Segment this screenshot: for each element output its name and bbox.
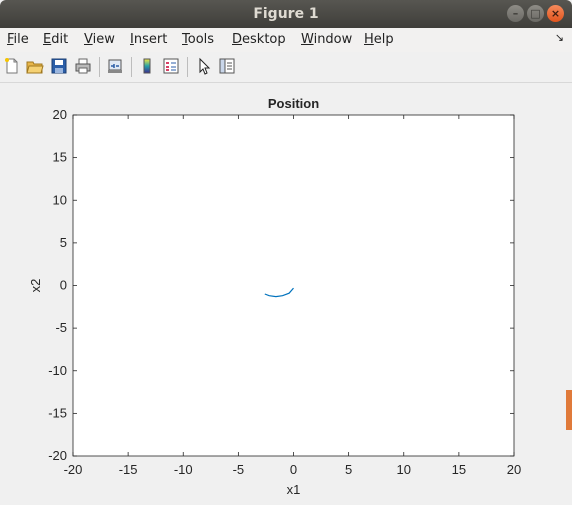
- x-tick-label: 5: [345, 462, 352, 477]
- close-button[interactable]: ×: [547, 5, 564, 22]
- maximize-button[interactable]: □: [527, 5, 544, 22]
- insert-colorbar-icon[interactable]: [138, 57, 156, 75]
- y-axis-label: x2: [28, 279, 43, 293]
- x-axis-label: x1: [287, 482, 301, 497]
- axes-box[interactable]: [72, 114, 515, 457]
- plot-area[interactable]: -20 -15 -10 -5 0 5 10 15 20 -20 -15 -10 -5 0 5 10 15 20 Po…: [0, 83, 572, 503]
- series-line[interactable]: [264, 287, 294, 298]
- menu-view[interactable]: View: [84, 32, 115, 47]
- x-tick-label: 15: [452, 462, 466, 477]
- y-tick-label: 0: [60, 278, 67, 293]
- title-bar[interactable]: Figure 1 – □ ×: [0, 0, 572, 28]
- y-tick-label: -20: [48, 448, 67, 463]
- x-tick-label: 20: [507, 462, 521, 477]
- x-tick-label: -10: [174, 462, 193, 477]
- toolbar-separator: [187, 57, 188, 77]
- background-window-edge: [566, 390, 572, 430]
- y-tick-label: -15: [48, 405, 67, 420]
- menu-bar: File Edit View Insert Tools Desktop Wind…: [0, 28, 572, 52]
- menu-tools[interactable]: Tools: [182, 32, 215, 47]
- menu-help[interactable]: Help: [364, 32, 394, 47]
- menu-file[interactable]: File: [7, 32, 29, 47]
- y-tick-label: 20: [53, 107, 67, 122]
- toolbar-separator: [99, 57, 100, 77]
- dock-figure-icon[interactable]: ↘: [554, 31, 564, 44]
- x-tick-label: -15: [119, 462, 138, 477]
- window-controls: – □ ×: [507, 5, 564, 22]
- save-icon[interactable]: [50, 57, 68, 75]
- y-tick-label: 10: [53, 192, 67, 207]
- edit-plot-icon[interactable]: [195, 57, 213, 75]
- menu-window[interactable]: Window: [301, 32, 353, 47]
- window-title: Figure 1: [253, 6, 319, 22]
- y-tick-label: 15: [53, 150, 67, 165]
- menu-edit[interactable]: Edit: [43, 32, 69, 47]
- insert-legend-icon[interactable]: [162, 57, 180, 75]
- toolbar-separator: [131, 57, 132, 77]
- y-tick-label: -10: [48, 363, 67, 378]
- x-tick-label: 0: [290, 462, 297, 477]
- x-tick-label: -5: [233, 462, 245, 477]
- link-plot-icon[interactable]: [106, 57, 124, 75]
- new-figure-icon[interactable]: [3, 57, 21, 75]
- figure-canvas: -20 -15 -10 -5 0 5 10 15 20 -20 -15 -10 -5 0 5 10 15 20 Po…: [0, 83, 572, 503]
- property-inspector-icon[interactable]: [218, 57, 236, 75]
- toolbar: [0, 52, 572, 83]
- menu-desktop[interactable]: Desktop: [232, 32, 286, 47]
- x-tick-label: 10: [397, 462, 411, 477]
- open-file-icon[interactable]: [26, 57, 44, 75]
- y-tick-label: 5: [60, 235, 67, 250]
- y-tick-label: -5: [55, 320, 67, 335]
- chart-title: Position: [268, 96, 319, 111]
- minimize-button[interactable]: –: [507, 5, 524, 22]
- print-icon[interactable]: [74, 57, 92, 75]
- menu-insert[interactable]: Insert: [130, 32, 168, 47]
- x-tick-label: -20: [64, 462, 83, 477]
